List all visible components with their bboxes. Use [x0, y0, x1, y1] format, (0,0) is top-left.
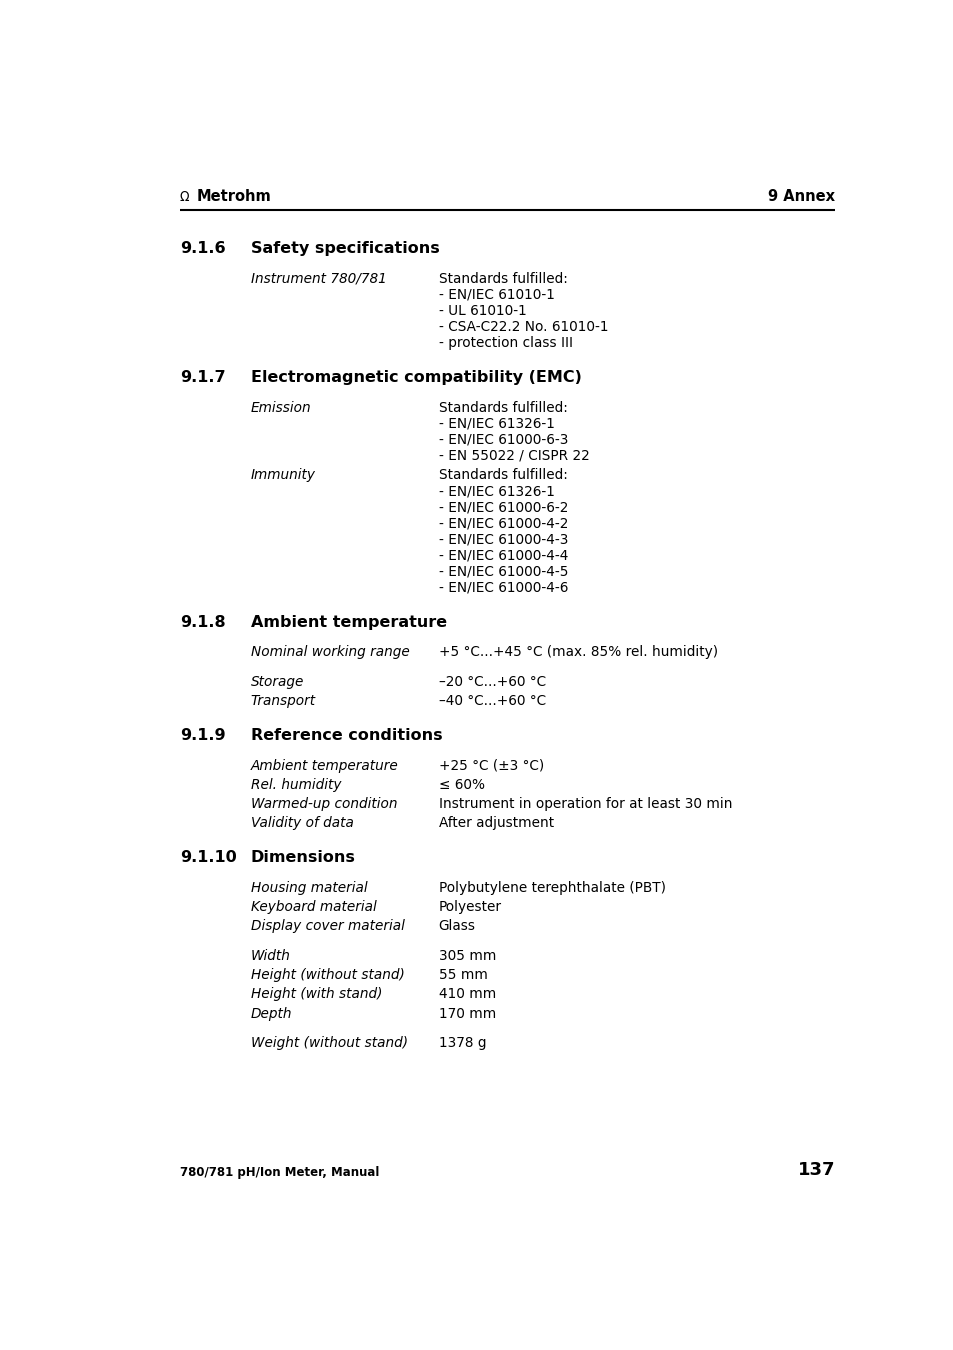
Text: Height (without stand): Height (without stand) — [251, 968, 404, 983]
Text: - EN/IEC 61000-4-3: - EN/IEC 61000-4-3 — [438, 533, 567, 547]
Text: After adjustment: After adjustment — [438, 817, 553, 830]
Text: - EN 55022 / CISPR 22: - EN 55022 / CISPR 22 — [438, 450, 589, 463]
Text: Polybutylene terephthalate (PBT): Polybutylene terephthalate (PBT) — [438, 880, 665, 895]
Text: +25 °C (±3 °C): +25 °C (±3 °C) — [438, 759, 543, 772]
Text: 410 mm: 410 mm — [438, 987, 496, 1002]
Text: Instrument in operation for at least 30 min: Instrument in operation for at least 30 … — [438, 796, 731, 811]
Text: Immunity: Immunity — [251, 468, 315, 482]
Text: Standards fulfilled:: Standards fulfilled: — [438, 271, 567, 286]
Text: - EN/IEC 61010-1: - EN/IEC 61010-1 — [438, 288, 554, 302]
Text: 9.1.9: 9.1.9 — [180, 728, 225, 743]
Text: Nominal working range: Nominal working range — [251, 645, 409, 659]
Text: –40 °C...+60 °C: –40 °C...+60 °C — [438, 694, 545, 709]
Text: 9.1.10: 9.1.10 — [180, 850, 236, 865]
Text: Depth: Depth — [251, 1007, 292, 1021]
Text: Polyester: Polyester — [438, 900, 501, 914]
Text: - EN/IEC 61000-6-2: - EN/IEC 61000-6-2 — [438, 501, 567, 514]
Text: - EN/IEC 61000-4-2: - EN/IEC 61000-4-2 — [438, 517, 567, 531]
Text: Electromagnetic compatibility (EMC): Electromagnetic compatibility (EMC) — [251, 370, 581, 385]
Text: 9.1.8: 9.1.8 — [180, 614, 225, 629]
Text: Safety specifications: Safety specifications — [251, 242, 439, 256]
Text: - EN/IEC 61000-4-4: - EN/IEC 61000-4-4 — [438, 548, 567, 563]
Text: 9 Annex: 9 Annex — [767, 189, 834, 204]
Text: 55 mm: 55 mm — [438, 968, 487, 983]
Text: ≤ 60%: ≤ 60% — [438, 778, 484, 792]
Text: 9.1.6: 9.1.6 — [180, 242, 225, 256]
Text: - CSA-C22.2 No. 61010-1: - CSA-C22.2 No. 61010-1 — [438, 320, 607, 333]
Text: Glass: Glass — [438, 919, 476, 933]
Text: Standards fulfilled:: Standards fulfilled: — [438, 401, 567, 414]
Text: Ambient temperature: Ambient temperature — [251, 614, 447, 629]
Text: Emission: Emission — [251, 401, 311, 414]
Text: Reference conditions: Reference conditions — [251, 728, 442, 743]
Text: Storage: Storage — [251, 675, 304, 688]
Text: 9.1.7: 9.1.7 — [180, 370, 225, 385]
Text: 170 mm: 170 mm — [438, 1007, 496, 1021]
Text: Instrument 780/781: Instrument 780/781 — [251, 271, 386, 286]
Text: Standards fulfilled:: Standards fulfilled: — [438, 468, 567, 482]
Text: Keyboard material: Keyboard material — [251, 900, 376, 914]
Text: Warmed-up condition: Warmed-up condition — [251, 796, 397, 811]
Text: - EN/IEC 61326-1: - EN/IEC 61326-1 — [438, 417, 554, 431]
Text: Transport: Transport — [251, 694, 315, 709]
Text: - UL 61010-1: - UL 61010-1 — [438, 304, 526, 317]
Text: Housing material: Housing material — [251, 880, 367, 895]
Text: Rel. humidity: Rel. humidity — [251, 778, 341, 792]
Text: - EN/IEC 61000-4-5: - EN/IEC 61000-4-5 — [438, 564, 568, 579]
Text: 305 mm: 305 mm — [438, 949, 496, 963]
Text: - protection class III: - protection class III — [438, 336, 572, 350]
Text: 1378 g: 1378 g — [438, 1037, 486, 1050]
Text: - EN/IEC 61000-4-6: - EN/IEC 61000-4-6 — [438, 580, 567, 595]
Text: 780/781 pH/Ion Meter, Manual: 780/781 pH/Ion Meter, Manual — [180, 1165, 379, 1179]
Text: Metrohm: Metrohm — [196, 189, 271, 204]
Text: 137: 137 — [797, 1161, 834, 1179]
Text: Dimensions: Dimensions — [251, 850, 355, 865]
Text: - EN/IEC 61000-6-3: - EN/IEC 61000-6-3 — [438, 433, 567, 447]
Text: Ambient temperature: Ambient temperature — [251, 759, 398, 772]
Text: –20 °C...+60 °C: –20 °C...+60 °C — [438, 675, 545, 688]
Text: - EN/IEC 61326-1: - EN/IEC 61326-1 — [438, 485, 554, 498]
Text: Ω: Ω — [180, 192, 190, 204]
Text: Validity of data: Validity of data — [251, 817, 354, 830]
Text: Width: Width — [251, 949, 291, 963]
Text: Weight (without stand): Weight (without stand) — [251, 1037, 408, 1050]
Text: +5 °C...+45 °C (max. 85% rel. humidity): +5 °C...+45 °C (max. 85% rel. humidity) — [438, 645, 717, 659]
Text: Display cover material: Display cover material — [251, 919, 404, 933]
Text: Height (with stand): Height (with stand) — [251, 987, 382, 1002]
